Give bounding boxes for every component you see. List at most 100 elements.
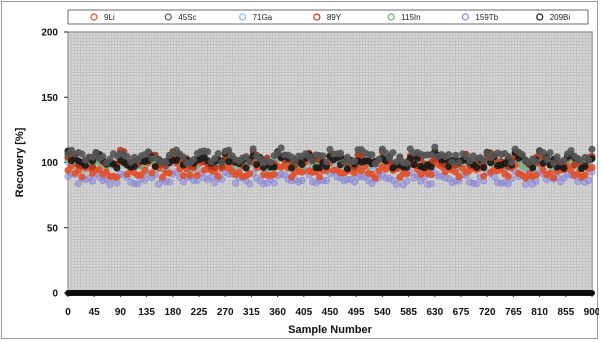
- data-point-159Tb: [522, 181, 530, 189]
- data-point-159Tb: [232, 179, 240, 187]
- data-point-45Sc: [144, 148, 152, 156]
- legend-marker: [313, 13, 321, 21]
- data-point-209Bi: [316, 164, 324, 172]
- x-axis-title: Sample Number: [288, 324, 372, 336]
- legend-label: 209Bi: [550, 13, 571, 22]
- data-point-9Li: [567, 166, 575, 174]
- data-point-45Sc: [336, 149, 344, 157]
- data-point-209Bi: [427, 163, 435, 171]
- data-point-9Li: [417, 170, 425, 178]
- data-point-159Tb: [585, 176, 593, 184]
- data-point-9Li: [427, 171, 435, 179]
- data-point-159Tb: [207, 173, 215, 181]
- x-tick-label: 225: [191, 307, 208, 318]
- y-tick-label: 100: [41, 158, 58, 169]
- legend-label: 115In: [401, 13, 420, 22]
- data-point-209Bi: [473, 164, 481, 172]
- data-point-45Sc: [92, 149, 100, 157]
- data-point-9Li: [137, 171, 145, 179]
- data-point-45Sc: [483, 149, 491, 157]
- data-point-45Sc: [546, 149, 554, 157]
- data-point-45Sc: [448, 158, 456, 166]
- data-point-45Sc: [190, 155, 198, 163]
- y-tick-label: 200: [41, 28, 58, 39]
- x-tick-label: 900: [584, 307, 599, 318]
- x-tick-label: 765: [505, 307, 522, 318]
- data-point-45Sc: [127, 158, 135, 166]
- data-point-9Li: [371, 174, 379, 182]
- data-point-45Sc: [218, 158, 226, 166]
- data-point-45Sc: [375, 156, 383, 164]
- data-point-209Bi: [529, 164, 537, 172]
- data-point-45Sc: [211, 154, 219, 162]
- data-point-159Tb: [141, 176, 149, 184]
- data-point-45Sc: [396, 153, 404, 161]
- data-point-45Sc: [326, 145, 334, 153]
- legend-label: 45Sc: [178, 13, 196, 22]
- x-tick-label: 450: [322, 307, 339, 318]
- data-point-159Tb: [270, 179, 278, 187]
- data-point-159Tb: [106, 181, 114, 189]
- x-tick-label: 540: [374, 307, 391, 318]
- x-tick-label: 135: [138, 307, 155, 318]
- data-point-45Sc: [225, 146, 233, 154]
- legend-label: 71Ga: [253, 13, 273, 22]
- x-tick-label: 360: [269, 307, 286, 318]
- data-point-209Bi: [113, 164, 121, 172]
- data-point-45Sc: [389, 149, 397, 157]
- data-point-45Sc: [518, 150, 526, 158]
- data-point-45Sc: [431, 143, 439, 151]
- data-point-45Sc: [480, 157, 488, 165]
- data-point-209Bi: [288, 164, 296, 172]
- data-point-9Li: [78, 173, 86, 181]
- x-tick-label: 0: [65, 307, 71, 318]
- data-point-9Li: [455, 173, 463, 181]
- data-point-159Tb: [74, 179, 82, 187]
- data-point-45Sc: [78, 150, 86, 158]
- data-point-9Li: [532, 171, 540, 179]
- data-point-45Sc: [532, 158, 540, 166]
- data-point-45Sc: [550, 159, 558, 167]
- data-point-209Bi: [406, 154, 414, 162]
- data-point-89Y: [88, 163, 96, 171]
- data-point-45Sc: [134, 156, 142, 164]
- data-point-209Bi: [581, 162, 589, 170]
- data-point-209Bi: [242, 164, 250, 172]
- x-tick-label: 810: [531, 307, 548, 318]
- legend-marker: [238, 13, 247, 21]
- legend-marker: [536, 13, 544, 21]
- data-point-159Tb: [490, 173, 498, 181]
- data-point-9Li: [193, 171, 201, 179]
- data-point-9Li: [298, 168, 306, 176]
- data-point-209Bi: [480, 163, 488, 171]
- y-axis-title: Recovery [%]: [14, 127, 26, 197]
- data-point-9Li: [270, 170, 278, 178]
- data-point-9Li: [148, 169, 156, 177]
- data-point-45Sc: [277, 144, 285, 152]
- data-point-45Sc: [445, 151, 453, 159]
- data-point-9Li: [504, 172, 512, 180]
- data-point-45Sc: [350, 157, 358, 165]
- data-point-45Sc: [249, 145, 257, 153]
- data-point-159Tb: [323, 176, 331, 184]
- x-tick-label: 45: [89, 307, 101, 318]
- x-tick-label: 855: [557, 307, 574, 318]
- legend-label: 9Li: [104, 13, 115, 22]
- data-point-159Tb: [473, 180, 481, 188]
- data-point-209Bi: [253, 160, 261, 168]
- data-point-159Tb: [298, 177, 306, 185]
- x-tick-label: 90: [115, 307, 127, 318]
- data-point-9Li: [546, 169, 554, 177]
- data-point-45Sc: [539, 149, 547, 157]
- data-point-45Sc: [403, 159, 411, 167]
- legend-label: 89Y: [327, 13, 342, 22]
- legend-box: [67, 9, 589, 25]
- data-point-45Sc: [242, 153, 250, 161]
- data-point-159Tb: [427, 180, 435, 188]
- legend-marker: [461, 13, 470, 21]
- data-point-159Tb: [246, 180, 254, 188]
- y-tick-label: 150: [41, 93, 58, 104]
- data-point-45Sc: [382, 149, 390, 157]
- data-point-45Sc: [267, 158, 275, 166]
